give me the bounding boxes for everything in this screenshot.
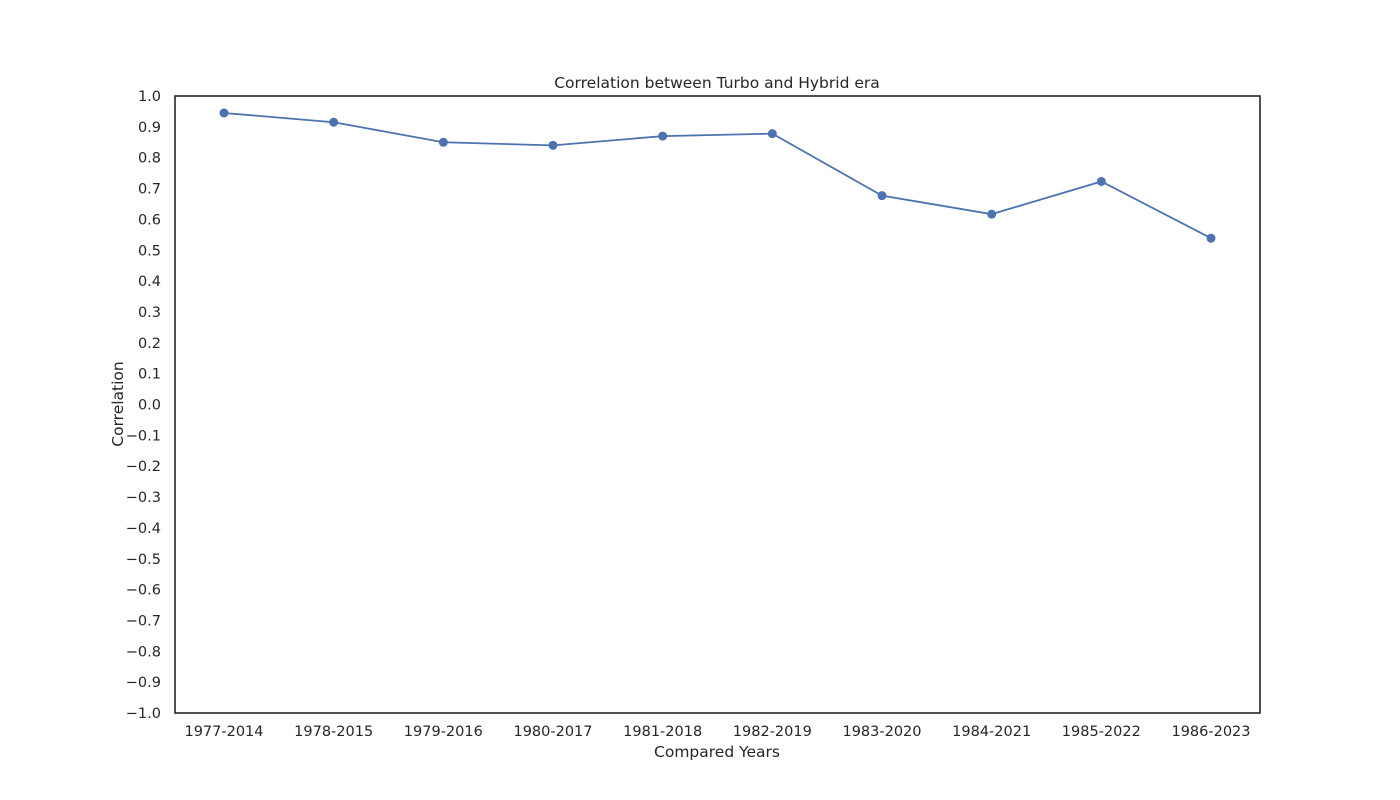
y-tick-label: −0.5 <box>126 552 161 568</box>
x-tick-label: 1977-2014 <box>184 724 263 740</box>
y-tick-label: 0.6 <box>138 212 161 228</box>
y-tick-label: −0.4 <box>126 521 161 537</box>
y-tick-label: 0.8 <box>138 151 161 167</box>
data-point <box>658 131 668 141</box>
data-point <box>329 117 339 127</box>
x-axis-label: Compared Years <box>654 743 780 761</box>
x-tick-label: 1980-2017 <box>513 724 592 740</box>
plot-frame <box>174 95 1261 714</box>
x-tick-label: 1979-2016 <box>404 724 483 740</box>
series-line <box>223 112 1212 240</box>
y-tick-label: 1.0 <box>138 89 161 105</box>
data-point <box>987 209 997 219</box>
data-point <box>1206 233 1216 243</box>
y-tick-label: −0.2 <box>126 459 161 475</box>
y-tick-label: 0.1 <box>138 367 161 383</box>
y-tick-label: 0.5 <box>138 243 161 259</box>
x-tick-label: 1986-2023 <box>1171 724 1250 740</box>
y-tick-label: 0.2 <box>138 336 161 352</box>
data-point <box>219 108 229 118</box>
y-tick-label: 0.9 <box>138 120 161 136</box>
y-tick-label: −0.9 <box>126 675 161 691</box>
x-tick-label: 1978-2015 <box>294 724 373 740</box>
y-tick-label: 0.3 <box>138 305 161 321</box>
y-axis-ticks: 1.0 0.9 0.8 0.7 0.6 0.5 0.4 0.3 0.2 0.1 0.0 −0.1 −0.… <box>126 89 161 722</box>
x-axis-ticks: 1977-2014 1978-2015 1979-2016 1980-2017 1981… <box>184 724 1250 740</box>
y-tick-label: 0.7 <box>138 182 161 198</box>
y-axis-label: Correlation <box>109 361 127 446</box>
data-point <box>438 137 448 147</box>
x-tick-label: 1985-2022 <box>1062 724 1141 740</box>
y-tick-label: 0.4 <box>138 274 161 290</box>
y-tick-label: 0.0 <box>138 398 161 414</box>
data-point <box>767 129 777 139</box>
data-point <box>1096 176 1106 186</box>
x-tick-label: 1981-2018 <box>623 724 702 740</box>
y-tick-label: −1.0 <box>126 706 161 722</box>
x-tick-label: 1984-2021 <box>952 724 1031 740</box>
x-tick-label: 1983-2020 <box>842 724 921 740</box>
y-tick-label: −0.7 <box>126 613 161 629</box>
y-tick-label: −0.6 <box>126 583 161 599</box>
x-tick-label: 1982-2019 <box>733 724 812 740</box>
data-point <box>548 140 558 150</box>
y-tick-label: −0.1 <box>126 428 161 444</box>
y-tick-label: −0.8 <box>126 644 161 660</box>
y-tick-label: −0.3 <box>126 490 161 506</box>
series-layer <box>219 108 1216 243</box>
chart-title: Correlation between Turbo and Hybrid era <box>554 74 880 92</box>
data-point <box>877 191 887 201</box>
